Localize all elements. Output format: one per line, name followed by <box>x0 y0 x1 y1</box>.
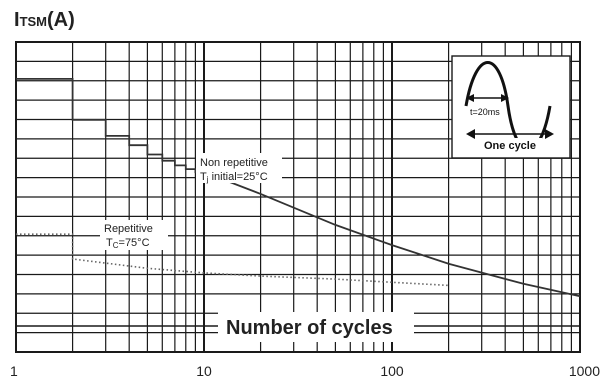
repetitive-condition: TC=75°C <box>106 237 150 250</box>
x-axis-label-group: Number of cycles <box>16 312 580 342</box>
y-axis-label: ITSM(A) <box>14 9 75 31</box>
cycle-arrow-head-right <box>545 129 554 139</box>
x-axis-label: Number of cycles <box>226 317 393 339</box>
one-cycle-inset: t=20ms One cycle <box>451 55 571 159</box>
series-line-repetitive <box>16 233 449 287</box>
series-line-non-repetitive <box>16 78 581 298</box>
repetitive-annotation: Repetitive TC=75°C <box>100 220 168 250</box>
period-arrow-head-right <box>501 94 509 102</box>
non-repetitive-annotation: Non repetitive Tj initial=25°C <box>196 153 282 184</box>
cycle-label: One cycle <box>484 140 536 152</box>
period-arrow-head-left <box>466 94 474 102</box>
non-repetitive-condition: Tj initial=25°C <box>200 171 268 184</box>
period-label: t=20ms <box>470 107 500 117</box>
cycle-arrow-head-left <box>466 129 475 139</box>
x-tick-label-10: 10 <box>196 363 212 379</box>
x-tick-label-1000: 1000 <box>569 363 600 379</box>
repetitive-label: Repetitive <box>104 223 153 235</box>
x-tick-label-100: 100 <box>380 363 404 379</box>
non-repetitive-label: Non repetitive <box>200 157 268 169</box>
x-tick-label-1: 1 <box>10 363 18 379</box>
series-group <box>16 78 581 298</box>
x-tick-labels: 1 10 100 1000 <box>10 363 600 379</box>
